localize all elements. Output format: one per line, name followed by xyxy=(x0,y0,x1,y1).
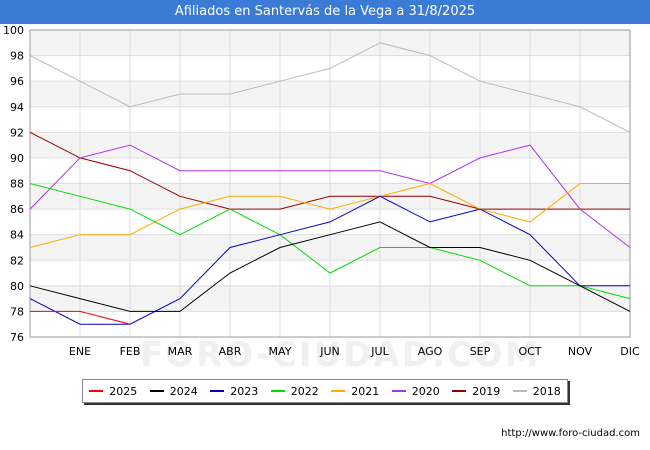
y-tick-label: 78 xyxy=(10,305,24,318)
legend-item-2018: 2018 xyxy=(512,384,561,398)
x-tick-label: MAR xyxy=(168,345,193,358)
y-tick-label: 76 xyxy=(10,331,24,344)
y-tick-label: 92 xyxy=(10,126,24,139)
legend-item-2021: 2021 xyxy=(331,385,379,398)
legend-swatch xyxy=(331,390,346,392)
legend-label: 2021 xyxy=(351,384,380,398)
legend-swatch xyxy=(149,390,164,392)
x-tick-label: NOV xyxy=(568,345,593,358)
x-tick-label: MAY xyxy=(269,345,292,358)
x-tick-label: JUL xyxy=(370,345,389,358)
chart-legend: 2025 2024 2023 2022 2021 2020 2019 2018 xyxy=(82,379,568,403)
series-line-2020 xyxy=(29,144,631,248)
legend-label: 2024 xyxy=(169,384,198,398)
y-tick-label: 80 xyxy=(10,280,24,293)
legend-swatch xyxy=(391,390,406,392)
y-tick-label: 98 xyxy=(10,50,24,63)
x-tick-label: OCT xyxy=(518,345,541,358)
legend-item-2019: 2019 xyxy=(452,385,500,398)
legend-swatch xyxy=(512,390,527,392)
legend-swatch xyxy=(210,390,225,392)
legend-item-2024: 2024 xyxy=(149,384,198,398)
legend-label: 2025 xyxy=(109,384,138,398)
series-line-2024 xyxy=(29,221,631,312)
legend-item-2020: 2020 xyxy=(391,384,440,398)
series-line-2019 xyxy=(29,131,630,210)
y-tick-label: 90 xyxy=(10,152,24,165)
legend-swatch xyxy=(452,390,467,392)
watermark: FORO-CIUDAD.COM xyxy=(140,335,541,375)
series-line-2025 xyxy=(30,310,131,325)
legend-label: 2023 xyxy=(230,384,259,398)
legend-item-2023: 2023 xyxy=(210,385,258,398)
legend-item-2022: 2022 xyxy=(270,384,319,398)
y-tick-label: 88 xyxy=(10,178,24,191)
legend-label: 2018 xyxy=(532,384,561,398)
legend-swatch xyxy=(89,390,104,392)
x-tick-label: FEB xyxy=(120,345,141,358)
y-tick-label: 84 xyxy=(10,229,24,242)
legend-item-2025: 2025 xyxy=(89,385,137,398)
y-tick-label: 86 xyxy=(10,203,24,216)
legend-label: 2022 xyxy=(290,384,319,398)
series-line-2018 xyxy=(29,42,631,133)
y-tick-label: 82 xyxy=(10,254,24,267)
series-line-2022 xyxy=(29,183,631,300)
x-tick-label: SEP xyxy=(470,345,491,358)
x-tick-label: JUN xyxy=(319,345,340,358)
legend-label: 2020 xyxy=(411,384,440,398)
x-tick-label: DIC xyxy=(620,345,640,358)
x-tick-label: ENE xyxy=(69,345,91,358)
legend-swatch xyxy=(270,390,285,392)
x-tick-label: ABR xyxy=(219,345,242,358)
y-tick-label: 96 xyxy=(10,75,24,88)
footer-url: http://www.foro-ciudad.com xyxy=(501,428,640,439)
y-tick-label: 100 xyxy=(3,24,24,37)
series-line-2021 xyxy=(29,182,630,248)
chart-title: Afiliados en Santervás de la Vega a 31/8… xyxy=(0,0,650,24)
legend-label: 2019 xyxy=(472,384,501,398)
x-tick-label: AGO xyxy=(418,345,443,358)
y-tick-label: 94 xyxy=(10,101,24,114)
